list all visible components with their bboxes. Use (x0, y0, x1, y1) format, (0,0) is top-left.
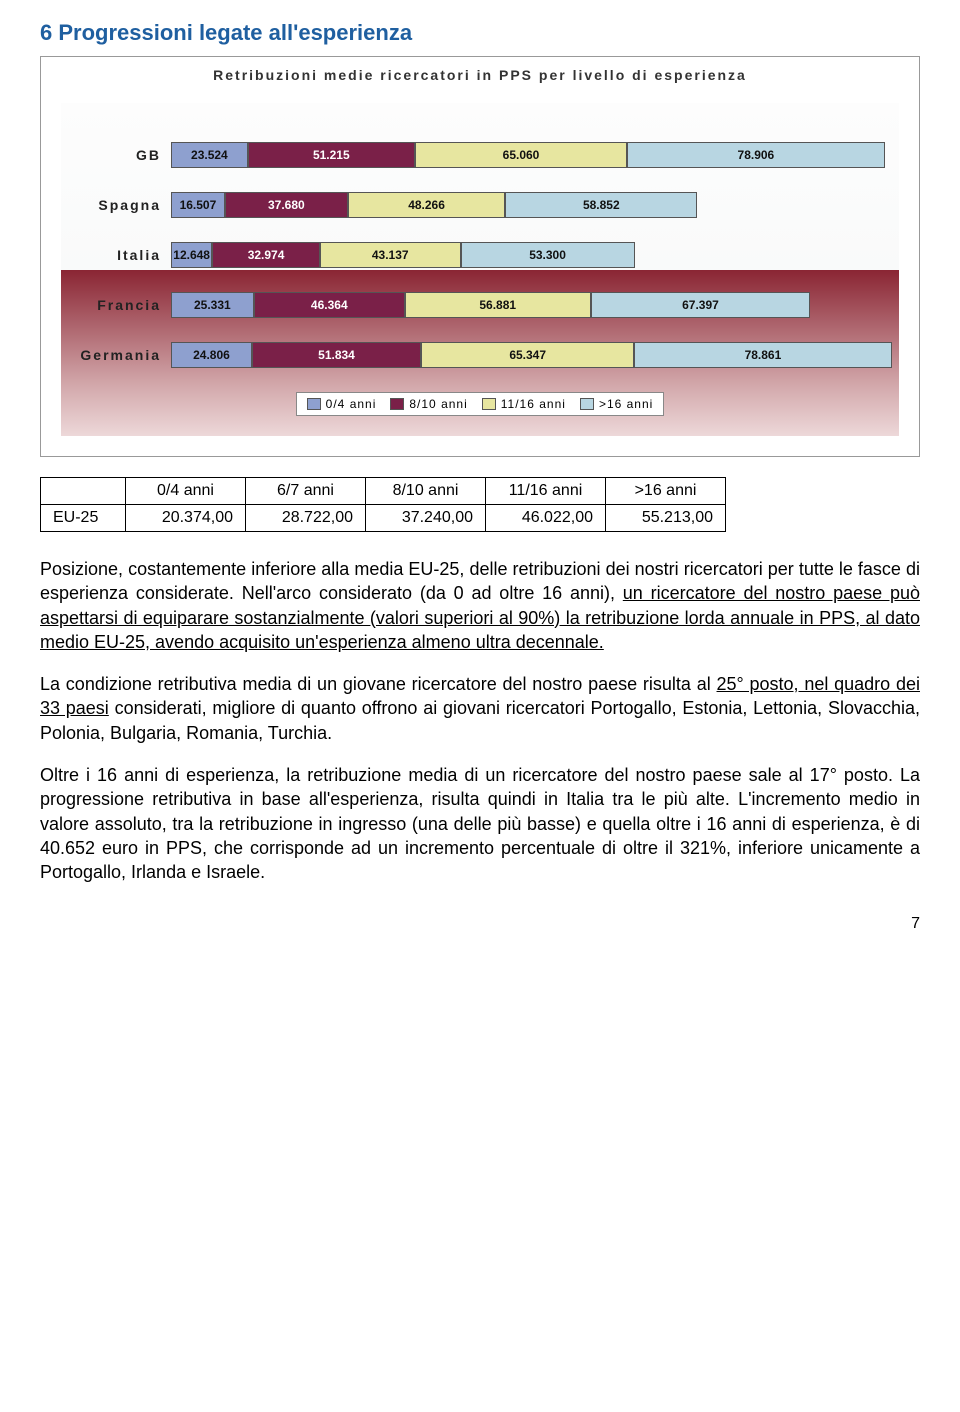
legend-item: >16 anni (580, 397, 653, 411)
legend-label: >16 anni (599, 397, 653, 411)
bar-segment: 24.806 (171, 342, 252, 368)
bar-row: Francia25.33146.36456.88167.397 (71, 292, 889, 318)
section-title: 6 Progressioni legate all'esperienza (40, 20, 920, 46)
table-cell: 20.374,00 (126, 505, 246, 532)
bar-segment: 32.974 (212, 242, 320, 268)
bar-label: GB (71, 147, 171, 163)
bar-segment: 65.060 (415, 142, 627, 168)
legend-item: 11/16 anni (482, 397, 566, 411)
paragraph-3: Oltre i 16 anni di esperienza, la retrib… (40, 763, 920, 884)
bar-segment: 51.834 (252, 342, 421, 368)
bar-segment: 58.852 (505, 192, 697, 218)
bar-segment: 46.364 (254, 292, 405, 318)
bar-segment: 12.648 (171, 242, 212, 268)
legend-swatch (390, 398, 404, 410)
bar-segment: 56.881 (405, 292, 591, 318)
table-cell: 55.213,00 (606, 505, 726, 532)
paragraph-1: Posizione, costantemente inferiore alla … (40, 557, 920, 654)
bar-segment: 25.331 (171, 292, 254, 318)
legend-label: 8/10 anni (409, 397, 467, 411)
bar-segment: 37.680 (225, 192, 348, 218)
bar-label: Francia (71, 297, 171, 313)
table-header-cell: 11/16 anni (486, 478, 606, 505)
bar-row: Spagna16.50737.68048.26658.852 (71, 192, 889, 218)
legend-swatch (307, 398, 321, 410)
legend-label: 11/16 anni (501, 397, 566, 411)
paragraph-2b: considerati, migliore di quanto offrono … (40, 698, 920, 742)
bar-row: Germania24.80651.83465.34778.861 (71, 342, 889, 368)
summary-table: 0/4 anni6/7 anni8/10 anni11/16 anni>16 a… (40, 477, 726, 532)
legend-item: 8/10 anni (390, 397, 467, 411)
bar-segment: 78.861 (634, 342, 891, 368)
chart-legend: 0/4 anni 8/10 anni 11/16 anni >16 anni (296, 392, 665, 416)
legend-item: 0/4 anni (307, 397, 377, 411)
table-cell: 28.722,00 (246, 505, 366, 532)
bar-label: Spagna (71, 197, 171, 213)
table-cell: 37.240,00 (366, 505, 486, 532)
chart-title: Retribuzioni medie ricercatori in PPS pe… (61, 67, 899, 83)
table-header-cell: 8/10 anni (366, 478, 486, 505)
table-cell: 46.022,00 (486, 505, 606, 532)
bar-segment: 53.300 (461, 242, 635, 268)
bar-row: Italia12.64832.97443.13753.300 (71, 242, 889, 268)
table-empty-cell (41, 478, 126, 505)
legend-swatch (580, 398, 594, 410)
table-row-label: EU-25 (41, 505, 126, 532)
bar-segment: 78.906 (627, 142, 884, 168)
bar-segment: 51.215 (248, 142, 415, 168)
bar-segment: 16.507 (171, 192, 225, 218)
paragraph-2: La condizione retributiva media di un gi… (40, 672, 920, 745)
table-header-cell: 6/7 anni (246, 478, 366, 505)
bar-label: Germania (71, 347, 171, 363)
legend-label: 0/4 anni (326, 397, 377, 411)
bar-segment: 48.266 (348, 192, 505, 218)
bar-track: 16.50737.68048.26658.852 (171, 192, 889, 218)
bar-track: 25.33146.36456.88167.397 (171, 292, 889, 318)
bar-segment: 43.137 (320, 242, 461, 268)
bar-segment: 23.524 (171, 142, 248, 168)
chart-container: Retribuzioni medie ricercatori in PPS pe… (40, 56, 920, 457)
table-header-cell: 0/4 anni (126, 478, 246, 505)
bar-track: 24.80651.83465.34778.861 (171, 342, 889, 368)
bar-segment: 67.397 (591, 292, 811, 318)
bar-label: Italia (71, 247, 171, 263)
bar-track: 23.52451.21565.06078.906 (171, 142, 889, 168)
bar-track: 12.64832.97443.13753.300 (171, 242, 889, 268)
chart-area: GB23.52451.21565.06078.906 Spagna16.50737… (61, 103, 899, 436)
paragraph-2a: La condizione retributiva media di un gi… (40, 674, 717, 694)
table-header-cell: >16 anni (606, 478, 726, 505)
page-number: 7 (40, 915, 920, 933)
bar-segment: 65.347 (421, 342, 634, 368)
legend-swatch (482, 398, 496, 410)
bar-row: GB23.52451.21565.06078.906 (71, 142, 889, 168)
